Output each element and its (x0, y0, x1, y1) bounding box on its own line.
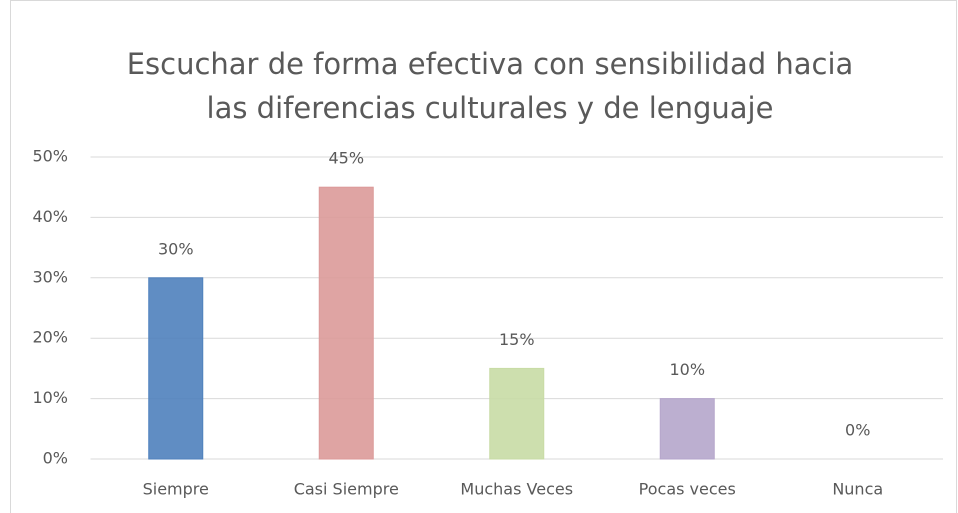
x-tick-label: Nunca (832, 480, 883, 499)
y-tick-label: 30% (32, 267, 68, 286)
x-tick-label: Muchas Veces (460, 480, 573, 499)
data-label: 15% (499, 330, 535, 349)
data-label: 30% (158, 239, 194, 258)
y-tick-label: 0% (43, 449, 68, 468)
y-tick-label: 50% (32, 147, 68, 166)
data-label: 10% (669, 360, 705, 379)
y-tick-label: 10% (32, 388, 68, 407)
bar (489, 367, 545, 460)
x-tick-label: Casi Siempre (294, 480, 399, 499)
bar (148, 277, 204, 460)
x-tick-label: Pocas veces (639, 480, 736, 499)
bar (659, 398, 715, 460)
chart-title: Escuchar de forma efectiva con sensibili… (127, 47, 854, 81)
y-tick-label: 20% (32, 328, 68, 347)
y-tick-label: 40% (32, 207, 68, 226)
data-label: 0% (845, 421, 870, 440)
bar (318, 186, 374, 460)
chart-title: las diferencias culturales y de lenguaje (207, 91, 774, 125)
data-label: 45% (328, 149, 364, 168)
x-tick-label: Siempre (143, 480, 209, 499)
